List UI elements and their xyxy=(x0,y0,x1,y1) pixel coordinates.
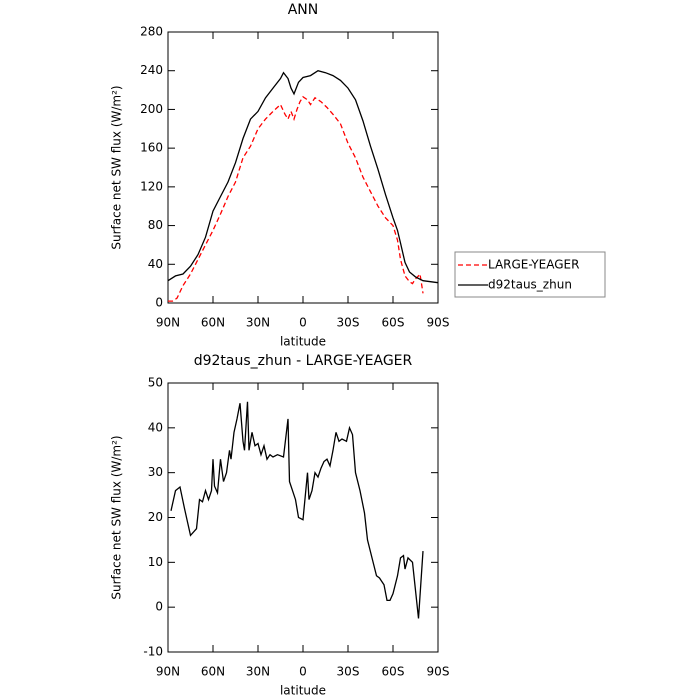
plot-frame xyxy=(167,31,439,304)
x-tick-label: 90N xyxy=(156,316,180,330)
data-line xyxy=(170,401,424,619)
data-line xyxy=(168,95,424,302)
y-tick-label: 30 xyxy=(148,465,163,479)
x-tick-label: 90N xyxy=(156,665,180,679)
y-tick-label: 280 xyxy=(140,25,163,39)
y-tick-label: 40 xyxy=(148,257,163,271)
x-tick-label: 30N xyxy=(246,665,270,679)
y-tick-label: 120 xyxy=(140,179,163,193)
y-axis-label: Surface net SW flux (W/m²) xyxy=(110,435,124,599)
y-axis-label: Surface net SW flux (W/m²) xyxy=(110,85,124,249)
x-tick-label: 30N xyxy=(246,316,270,330)
x-tick-label: 0 xyxy=(299,316,307,330)
y-tick-label: 40 xyxy=(148,420,163,434)
legend-label: LARGE-YEAGER xyxy=(488,258,579,272)
x-tick-label: 30S xyxy=(337,665,360,679)
y-tick-label: 0 xyxy=(155,600,163,614)
x-tick-label: 30S xyxy=(337,316,360,330)
x-tick-label: 90S xyxy=(427,316,450,330)
x-tick-label: 0 xyxy=(299,665,307,679)
chart-title: d92taus_zhun - LARGE-YEAGER xyxy=(194,353,413,369)
y-tick-label: 20 xyxy=(148,510,163,524)
y-tick-label: 80 xyxy=(148,218,163,232)
x-tick-label: 90S xyxy=(427,665,450,679)
x-axis-label: latitude xyxy=(280,335,326,349)
y-tick-label: 160 xyxy=(140,141,163,155)
x-tick-label: 60N xyxy=(201,316,225,330)
legend-box xyxy=(454,251,606,298)
x-tick-label: 60N xyxy=(201,665,225,679)
y-tick-label: 0 xyxy=(155,296,163,310)
data-line xyxy=(167,69,439,284)
y-tick-label: -10 xyxy=(143,645,163,659)
y-tick-label: 10 xyxy=(148,555,163,569)
legend-label: d92taus_zhun xyxy=(488,278,572,292)
x-tick-label: 60S xyxy=(382,665,405,679)
chart-title: ANN xyxy=(288,2,319,18)
y-tick-label: 50 xyxy=(148,376,163,390)
x-tick-label: 60S xyxy=(382,316,405,330)
y-tick-label: 240 xyxy=(140,63,163,77)
x-axis-label: latitude xyxy=(280,684,326,698)
y-tick-label: 200 xyxy=(140,102,163,116)
